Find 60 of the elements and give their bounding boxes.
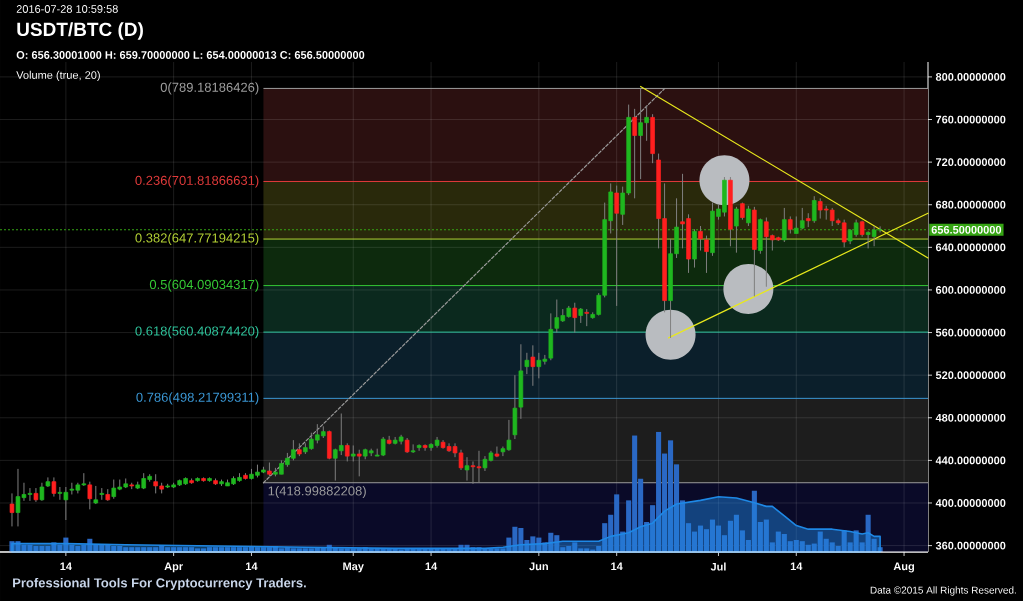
- candlestick: [51, 476, 57, 498]
- y-tick-label: 400.00000000: [935, 499, 1006, 507]
- candlestick: [344, 442, 350, 462]
- chart-title: Volume (true, 20): [16, 70, 100, 82]
- y-tick-label: 360.00000000: [935, 541, 1006, 550]
- x-tick-label: 14: [790, 562, 803, 571]
- candlestick: [33, 487, 39, 503]
- y-tick-label: 560.00000000: [935, 328, 1006, 337]
- x-tick-label: Apr: [164, 562, 183, 573]
- chart-title: USDT/BTC (D): [17, 22, 143, 40]
- candlestick: [734, 206, 739, 254]
- candlestick: [464, 456, 470, 482]
- ref-line-label: 0(789.18186426): [160, 82, 259, 95]
- ref-line-label: 0.382(647.77194215): [135, 232, 259, 246]
- point: [723, 263, 774, 314]
- ref-line-label: 0.236(701.81866631): [135, 175, 259, 188]
- candlestick: [704, 235, 709, 274]
- y-tick-label: 720.00000000: [936, 158, 1006, 167]
- ref-line-label: 656.50000000: [931, 225, 1002, 234]
- candlestick: [356, 449, 362, 477]
- x-tick-label: May: [343, 562, 364, 573]
- x-tick-label: 14: [611, 562, 623, 571]
- text: O: 656.30001000 H: 659.70000000 L: 654.00000013 C: 656.50000000: [16, 51, 365, 59]
- candlestick: [422, 443, 428, 452]
- y-tick-label: 440.00000000: [935, 456, 1006, 465]
- candlestick: [572, 302, 578, 334]
- y-tick-label: 520.00000000: [935, 371, 1006, 380]
- y-tick-label: 480.00000000: [935, 413, 1006, 422]
- y-tick-label: 600.00000000: [935, 286, 1006, 294]
- candlestick: [494, 446, 500, 458]
- candlestick: [614, 185, 619, 307]
- x-tick-label: 14: [60, 562, 72, 571]
- x-tick-label: 14: [425, 562, 438, 571]
- text: Professional Tools For Cryptocurrency Traders.: [13, 577, 306, 591]
- ref-line-label: 0.5(604.09034317): [149, 279, 259, 292]
- x-tick-label: Jun: [529, 562, 548, 571]
- text: Data ©2015 All Rights Reserved.: [870, 586, 1016, 596]
- x-tick-label: 14: [246, 562, 258, 571]
- candlestick: [524, 352, 530, 375]
- candlestick: [811, 195, 817, 224]
- candlestick: [746, 205, 751, 227]
- candlestick: [698, 225, 703, 252]
- point: [645, 309, 696, 360]
- x-tick-label: Jul: [710, 562, 726, 571]
- chart-subtitle: 2016-07-28 10:59:58: [16, 5, 118, 13]
- candlestick: [87, 481, 93, 510]
- y-tick-label: 680.00000000: [935, 200, 1006, 209]
- ref-line-label: 0.786(498.21799311): [136, 392, 259, 405]
- x-tick-label: Aug: [893, 562, 914, 573]
- candlestick: [410, 443, 416, 454]
- candlestick: [416, 443, 422, 452]
- candlestick: [530, 344, 536, 387]
- candlestick: [632, 108, 637, 199]
- ref-line-label: 0.618(560.40874420): [135, 326, 259, 339]
- y-tick-label: 800.00000000: [935, 73, 1006, 81]
- ref-line-label: 1(418.99882208): [268, 485, 366, 499]
- candlestick: [9, 492, 15, 527]
- y-tick-label: 640.00000000: [935, 243, 1006, 252]
- candlestick: [782, 207, 787, 243]
- y-tick-label: 760.00000000: [936, 115, 1006, 124]
